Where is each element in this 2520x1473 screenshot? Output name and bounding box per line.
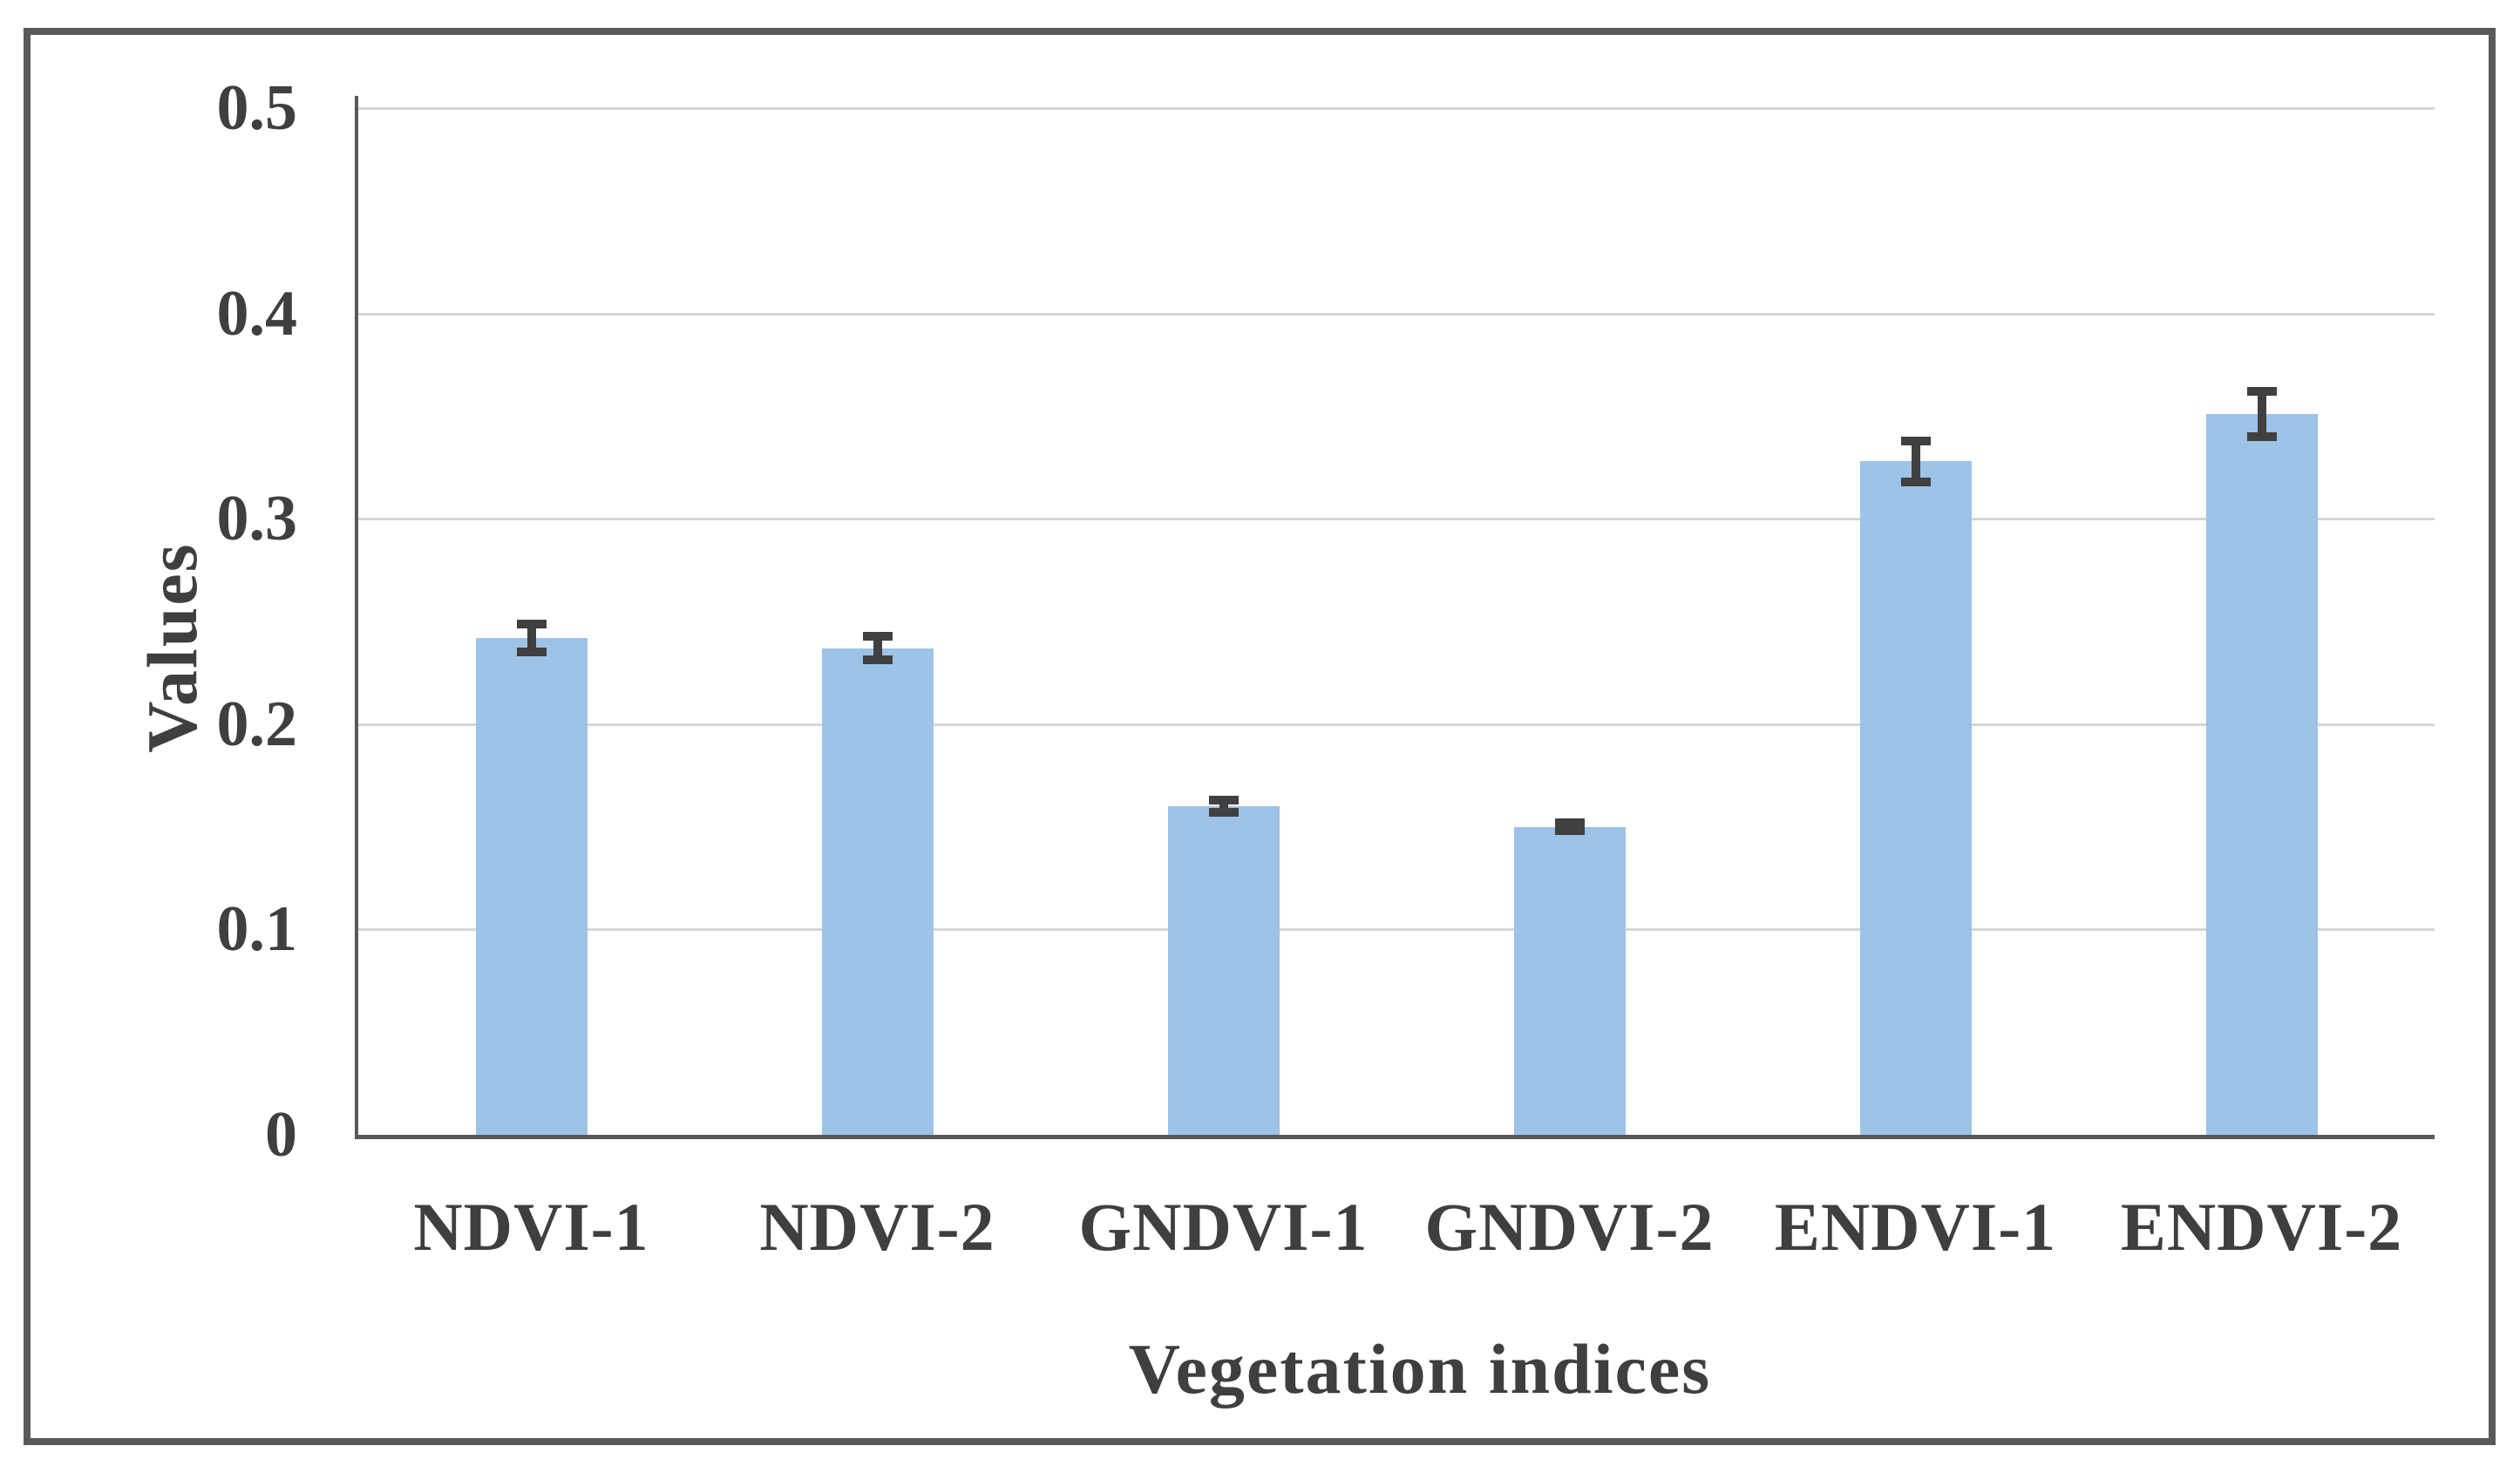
chart-outer-border: Values 0 0.1 0.2 0.3 0.4 0.5 NDVI-1 NDVI-2 GNDVI…	[24, 28, 2496, 1445]
error-bar-bottom-cap-ENDVI-1	[1900, 477, 1931, 486]
error-bar-bottom-cap-NDVI-1	[516, 648, 547, 657]
bar-GNDVI-1	[1167, 806, 1280, 1135]
error-bar-bottom-cap-NDVI-2	[862, 655, 893, 665]
gridline-0.5	[358, 107, 2435, 110]
gridline-0.3	[358, 518, 2435, 521]
error-bar-bottom-cap-GNDVI-1	[1208, 807, 1239, 817]
error-bar-top-cap-ENDVI-1	[1900, 436, 1931, 445]
y-axis-line	[355, 96, 358, 1138]
error-bar-stem-ENDVI-2	[2257, 387, 2266, 441]
gridline-0.2	[358, 723, 2435, 726]
y-tick-label-0.2: 0.2	[216, 688, 298, 760]
x-category-label-GNDVI-2: GNDVI-2	[1424, 1189, 1715, 1265]
x-axis-line	[355, 1135, 2435, 1139]
error-bar-stem-ENDVI-1	[1911, 436, 1920, 486]
bar-ENDVI-2	[2205, 414, 2318, 1135]
error-bar-bottom-cap-GNDVI-2	[1554, 826, 1585, 836]
y-tick-label-0.4: 0.4	[216, 277, 298, 350]
error-bar-top-cap-NDVI-2	[862, 631, 893, 641]
error-bar-top-cap-GNDVI-1	[1208, 796, 1239, 805]
x-category-label-ENDVI-1: ENDVI-1	[1774, 1189, 2057, 1265]
bar-NDVI-1	[475, 637, 588, 1135]
error-bar-stem-GNDVI-1	[1219, 796, 1228, 817]
error-bar-stem-NDVI-1	[526, 619, 536, 657]
error-bar-stem-NDVI-2	[873, 631, 882, 665]
error-bar-bottom-cap-ENDVI-2	[2246, 431, 2277, 441]
gridline-0.4	[358, 312, 2435, 316]
x-category-label-NDVI-2: NDVI-2	[759, 1189, 995, 1265]
bar-NDVI-2	[821, 648, 934, 1135]
y-tick-label-0.3: 0.3	[216, 483, 298, 555]
bar-ENDVI-1	[1859, 461, 1972, 1135]
error-bar-top-cap-NDVI-1	[516, 619, 547, 628]
gridline-0.1	[358, 928, 2435, 932]
bar-GNDVI-2	[1513, 826, 1626, 1135]
x-category-label-NDVI-1: NDVI-1	[413, 1189, 649, 1265]
y-tick-label-0.1: 0.1	[216, 893, 298, 966]
error-bar-top-cap-ENDVI-2	[2246, 387, 2277, 397]
y-tick-label-0.5: 0.5	[216, 72, 298, 144]
x-category-label-GNDVI-1: GNDVI-1	[1078, 1189, 1369, 1265]
error-bar-top-cap-GNDVI-2	[1554, 818, 1585, 828]
x-axis-title: Vegetation indices	[1128, 1329, 1712, 1409]
y-tick-label-0: 0	[265, 1099, 297, 1171]
x-category-label-ENDVI-2: ENDVI-2	[2120, 1189, 2403, 1265]
